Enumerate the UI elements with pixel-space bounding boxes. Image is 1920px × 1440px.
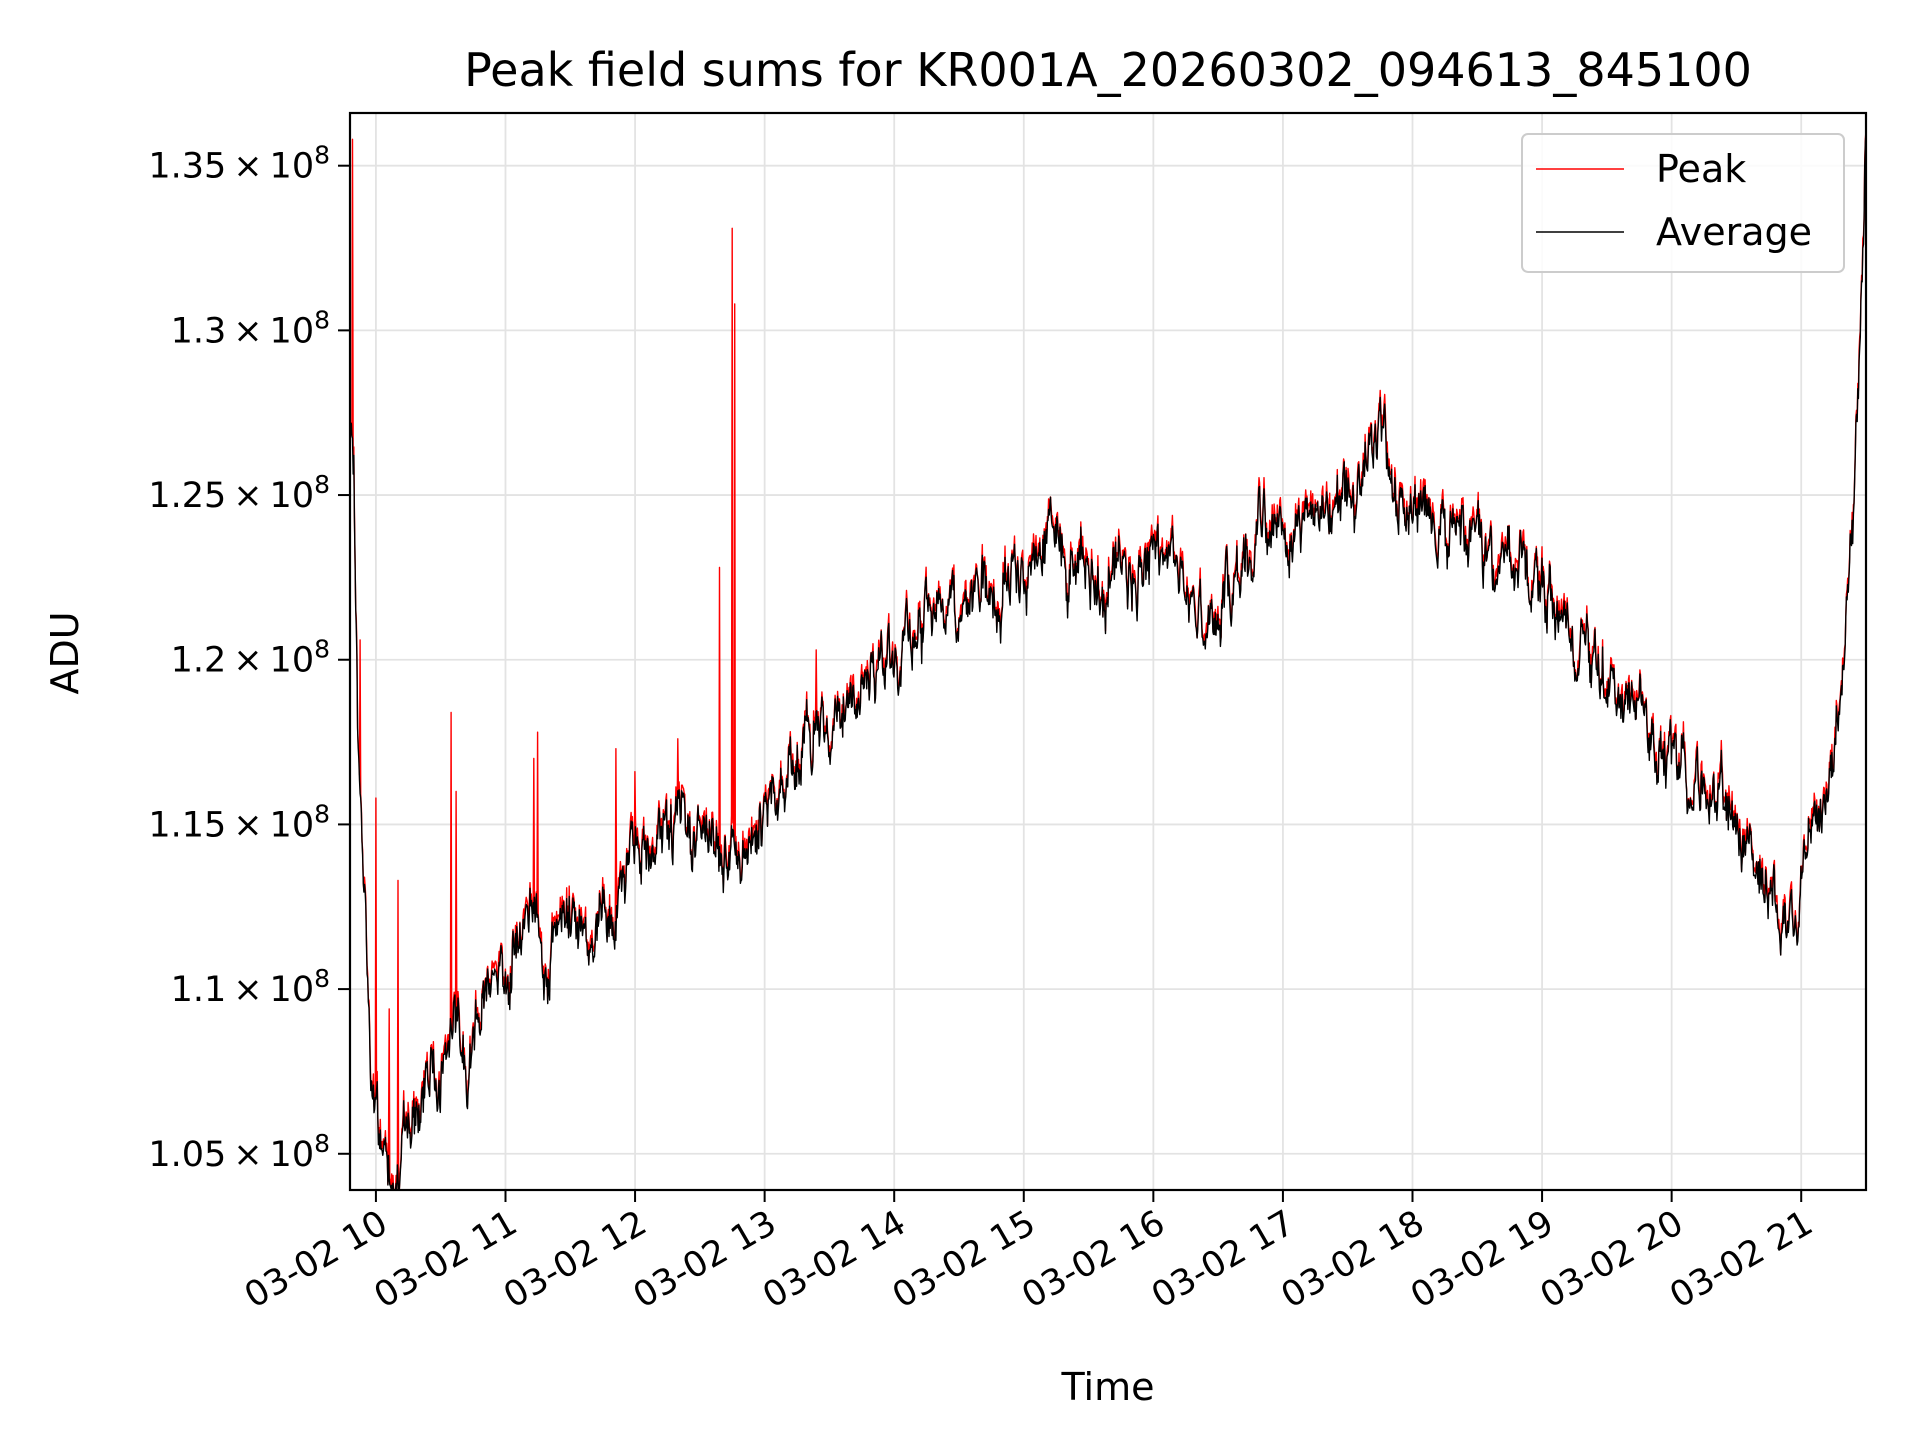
y-tick-exponent: 8 bbox=[314, 1129, 330, 1158]
series-average-line bbox=[349, 132, 1867, 1191]
x-axis-label: Time bbox=[1061, 1365, 1155, 1409]
y-tick-mantissa: 1.25 bbox=[148, 476, 226, 516]
y-axis-label: ADU bbox=[43, 611, 87, 694]
y-tick-label: 1.35 × 108 bbox=[148, 141, 330, 187]
y-tick-mantissa: 1.1 bbox=[171, 970, 227, 1010]
y-tick-mantissa: 1.2 bbox=[171, 641, 227, 681]
y-tick-mantissa: 1.35 bbox=[148, 147, 226, 187]
y-tick-label: 1.1 × 108 bbox=[171, 964, 330, 1010]
y-tick-label: 1.25 × 108 bbox=[148, 470, 330, 516]
chart-title: Peak field sums for KR001A_20260302_0946… bbox=[464, 43, 1752, 97]
y-tick-mantissa: 1.3 bbox=[171, 311, 227, 351]
y-tick-mantissa: 1.15 bbox=[148, 805, 226, 845]
y-tick-exponent: 8 bbox=[314, 635, 330, 664]
y-tick-label: 1.3 × 108 bbox=[171, 305, 330, 351]
series-group bbox=[349, 130, 1867, 1191]
legend: Peak Average bbox=[1521, 133, 1845, 273]
y-tick-exponent: 8 bbox=[314, 964, 330, 993]
y-tick-label: 1.2 × 108 bbox=[171, 635, 330, 681]
plot-frame bbox=[348, 111, 1868, 1192]
legend-average-label: Average bbox=[1656, 210, 1812, 254]
y-tick-label: 1.05 × 108 bbox=[148, 1129, 330, 1175]
y-tick-exponent: 8 bbox=[314, 799, 330, 828]
y-tick-exponent: 8 bbox=[314, 305, 330, 334]
y-tick-exponent: 8 bbox=[314, 470, 330, 499]
y-tick-mantissa: 1.05 bbox=[148, 1135, 226, 1175]
y-tick-exponent: 8 bbox=[314, 141, 330, 170]
legend-peak-label: Peak bbox=[1656, 147, 1746, 191]
y-tick-label: 1.15 × 108 bbox=[148, 799, 330, 845]
